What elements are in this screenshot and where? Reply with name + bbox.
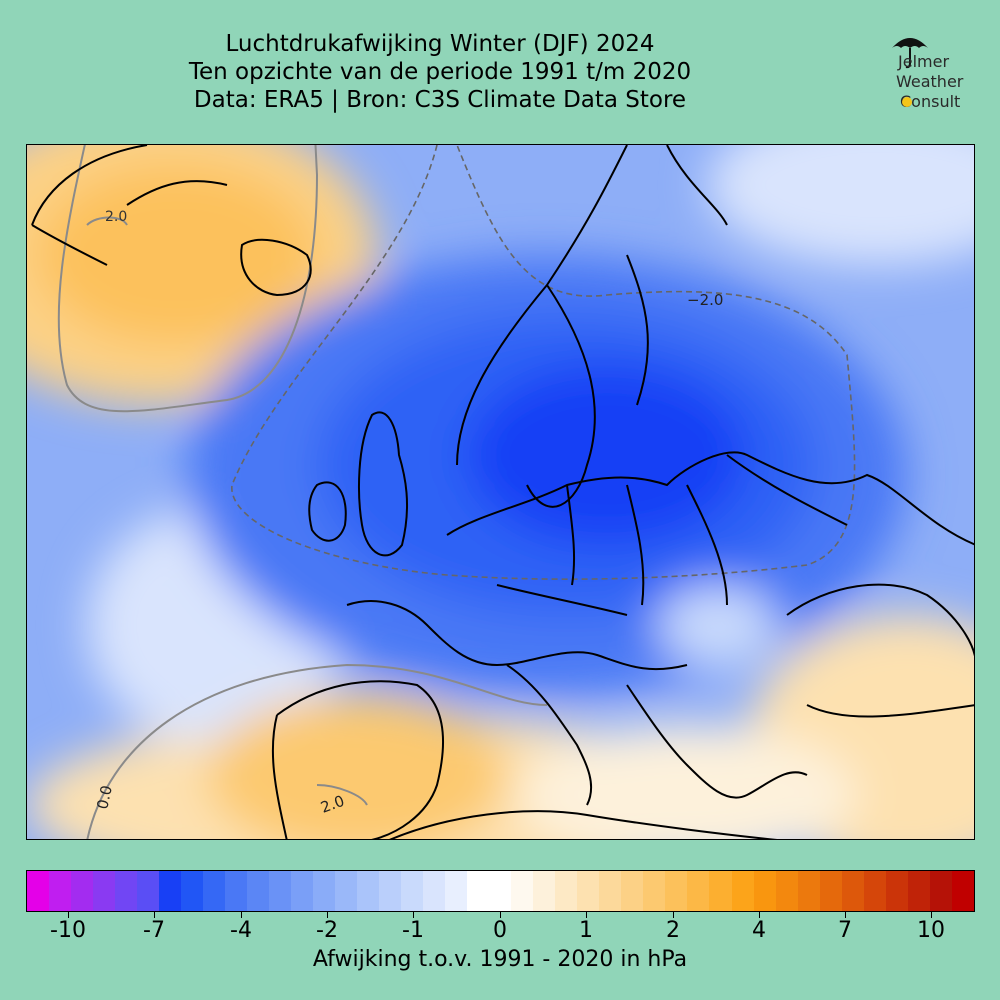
colorbar-cell xyxy=(753,871,776,911)
colorbar-cell xyxy=(533,871,556,911)
colorbar-cell xyxy=(401,871,424,911)
logo-line-1: Jelmer xyxy=(898,52,950,71)
colorbar-label: Afwijking t.o.v. 1991 - 2020 in hPa xyxy=(312,947,688,972)
umbrella-icon xyxy=(892,38,928,69)
title-line-1: Luchtdrukafwijking Winter (DJF) 2024 xyxy=(225,31,655,57)
colorbar-cell xyxy=(203,871,226,911)
colorbar-tick xyxy=(931,912,932,918)
contour-label-east: −2.0 xyxy=(687,291,723,309)
colorbar-tick-label: 0 xyxy=(493,918,507,943)
colorbar-cell xyxy=(687,871,710,911)
colorbar-tick xyxy=(327,912,328,918)
sun-icon xyxy=(902,97,912,107)
colorbar-cell xyxy=(709,871,732,911)
colorbar-cell xyxy=(467,871,490,911)
colorbar-cell xyxy=(841,871,864,911)
colorbar-ticks: -10 -7 -4 -2 -1 0 1 2 4 7 10 xyxy=(0,912,1000,952)
colorbar-cell xyxy=(907,871,930,911)
colorbar-cell xyxy=(665,871,688,911)
colorbar-cell xyxy=(863,871,886,911)
colorbar-tick xyxy=(586,912,587,918)
colorbar-cell xyxy=(379,871,402,911)
colorbar-cell xyxy=(885,871,908,911)
colorbar-tick xyxy=(413,912,414,918)
colorbar-tick-label: -10 xyxy=(50,918,86,943)
colorbar-cell xyxy=(423,871,446,911)
colorbar-tick xyxy=(68,912,69,918)
colorbar-tick-label: 10 xyxy=(917,918,945,943)
colorbar-tick-label: -4 xyxy=(230,918,252,943)
colorbar-tick-label: 1 xyxy=(579,918,593,943)
colorbar-tick xyxy=(241,912,242,918)
colorbar-cell xyxy=(313,871,336,911)
colorbar-cell xyxy=(49,871,72,911)
colorbar-cell xyxy=(577,871,600,911)
colorbar-cell xyxy=(819,871,842,911)
map-title: Luchtdrukafwijking Winter (DJF) 2024 Ten… xyxy=(90,30,790,114)
brand-logo: Jelmer Weather Consult xyxy=(882,30,982,114)
colorbar-tick xyxy=(500,912,501,918)
colorbar-cell xyxy=(93,871,116,911)
colorbar-cell xyxy=(335,871,358,911)
colorbar-cell xyxy=(731,871,754,911)
colorbar xyxy=(26,870,975,912)
colorbar-tick xyxy=(154,912,155,918)
colorbar-cell xyxy=(247,871,270,911)
colorbar-cell xyxy=(181,871,204,911)
colorbar-cell xyxy=(775,871,798,911)
colorbar-tick xyxy=(673,912,674,918)
colorbar-tick xyxy=(759,912,760,918)
pressure-anomaly-map: 2.0 −2.0 0.0 2.0 xyxy=(26,144,975,840)
colorbar-cell xyxy=(599,871,622,911)
colorbar-cell xyxy=(797,871,820,911)
colorbar-cell xyxy=(489,871,512,911)
colorbar-tick-label: 4 xyxy=(752,918,766,943)
colorbar-tick xyxy=(845,912,846,918)
title-line-2: Ten opzichte van de periode 1991 t/m 202… xyxy=(188,59,692,85)
colorbar-cell xyxy=(621,871,644,911)
colorbar-cell xyxy=(71,871,94,911)
colorbar-cell xyxy=(445,871,468,911)
colorbar-tick-label: -1 xyxy=(402,918,424,943)
contour-label-greenland: 2.0 xyxy=(105,209,127,225)
colorbar-cell xyxy=(137,871,160,911)
title-line-3: Data: ERA5 | Bron: C3S Climate Data Stor… xyxy=(193,87,687,113)
colorbar-cell xyxy=(225,871,248,911)
colorbar-tick-label: -2 xyxy=(316,918,338,943)
contour-label-atlantic: 0.0 xyxy=(93,784,116,811)
colorbar-tick-label: -7 xyxy=(143,918,165,943)
colorbar-cell xyxy=(643,871,666,911)
colorbar-cell xyxy=(929,871,952,911)
colorbar-cell xyxy=(951,871,974,911)
colorbar-cell xyxy=(511,871,534,911)
colorbar-cell xyxy=(357,871,380,911)
colorbar-cell xyxy=(159,871,182,911)
colorbar-tick-label: 7 xyxy=(838,918,852,943)
colorbar-cell xyxy=(27,871,50,911)
colorbar-cell xyxy=(115,871,138,911)
colorbar-cell xyxy=(291,871,314,911)
colorbar-cell xyxy=(555,871,578,911)
logo-line-2: Weather xyxy=(896,72,964,91)
colorbar-tick-label: 2 xyxy=(666,918,680,943)
colorbar-cell xyxy=(269,871,292,911)
logo-line-3: Consult xyxy=(900,92,961,111)
